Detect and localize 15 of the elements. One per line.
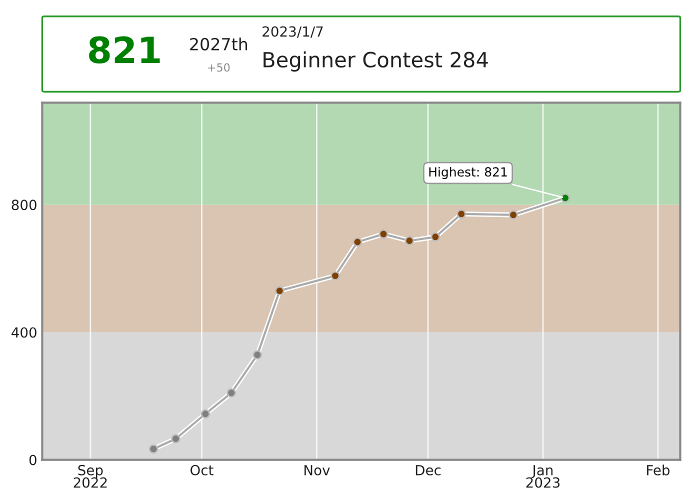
text: 821 <box>89 36 160 64</box>
x-tick-label: Dec <box>416 465 441 476</box>
x-tick-label: Jan 2023 <box>526 465 560 488</box>
x-tick-label: Sep 2022 <box>74 464 107 488</box>
x-tick-label: Nov <box>304 465 330 476</box>
x-tick-label: Oct <box>190 464 214 476</box>
text: +50 <box>208 63 230 72</box>
text: 2027th <box>190 38 248 50</box>
annotation: Highest: 821 <box>429 166 507 180</box>
y-tick-label: 800 <box>12 200 36 210</box>
y-tick-label: 0 <box>29 454 36 466</box>
x-tick-label: Feb <box>647 464 670 476</box>
text: Beginner Contest 284 <box>264 51 488 72</box>
text: 2023/1/7 <box>262 26 323 38</box>
y-tick-label: 400 <box>12 327 36 338</box>
